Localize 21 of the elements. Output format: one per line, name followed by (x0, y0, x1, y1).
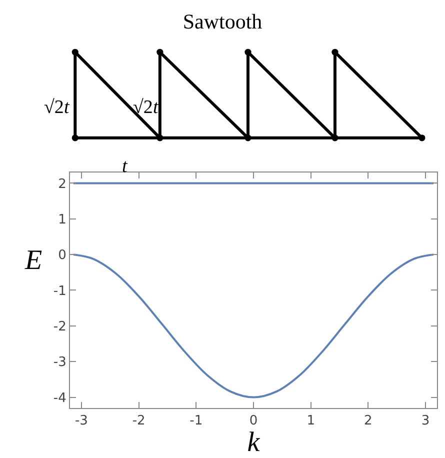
y-tick-label: -4 (53, 390, 66, 406)
text: √2t (133, 97, 159, 118)
line-series (72, 254, 435, 398)
x-tick-label: 3 (421, 414, 430, 429)
y-tick-label: 0 (58, 248, 66, 264)
x-tick-label: 0 (249, 414, 258, 429)
x-tick-label: -1 (190, 414, 203, 429)
y-tick-label: -3 (53, 355, 66, 370)
y-tick-label: -1 (53, 284, 66, 299)
x-axis-title: k (247, 427, 260, 458)
x-tick-label: 2 (364, 414, 372, 429)
x-tick-label: -2 (132, 414, 146, 429)
y-tick-label: -2 (53, 319, 66, 334)
x-tick-label: -3 (74, 414, 88, 429)
x-tick-label: 1 (306, 414, 315, 429)
y-axis-title: E (24, 245, 42, 276)
chart-title: Sawtooth (182, 9, 263, 34)
y-tick-label: 1 (58, 212, 66, 228)
annotation: t (122, 156, 128, 177)
text: √2t (44, 97, 70, 118)
y-tick-label: 2 (58, 176, 66, 192)
